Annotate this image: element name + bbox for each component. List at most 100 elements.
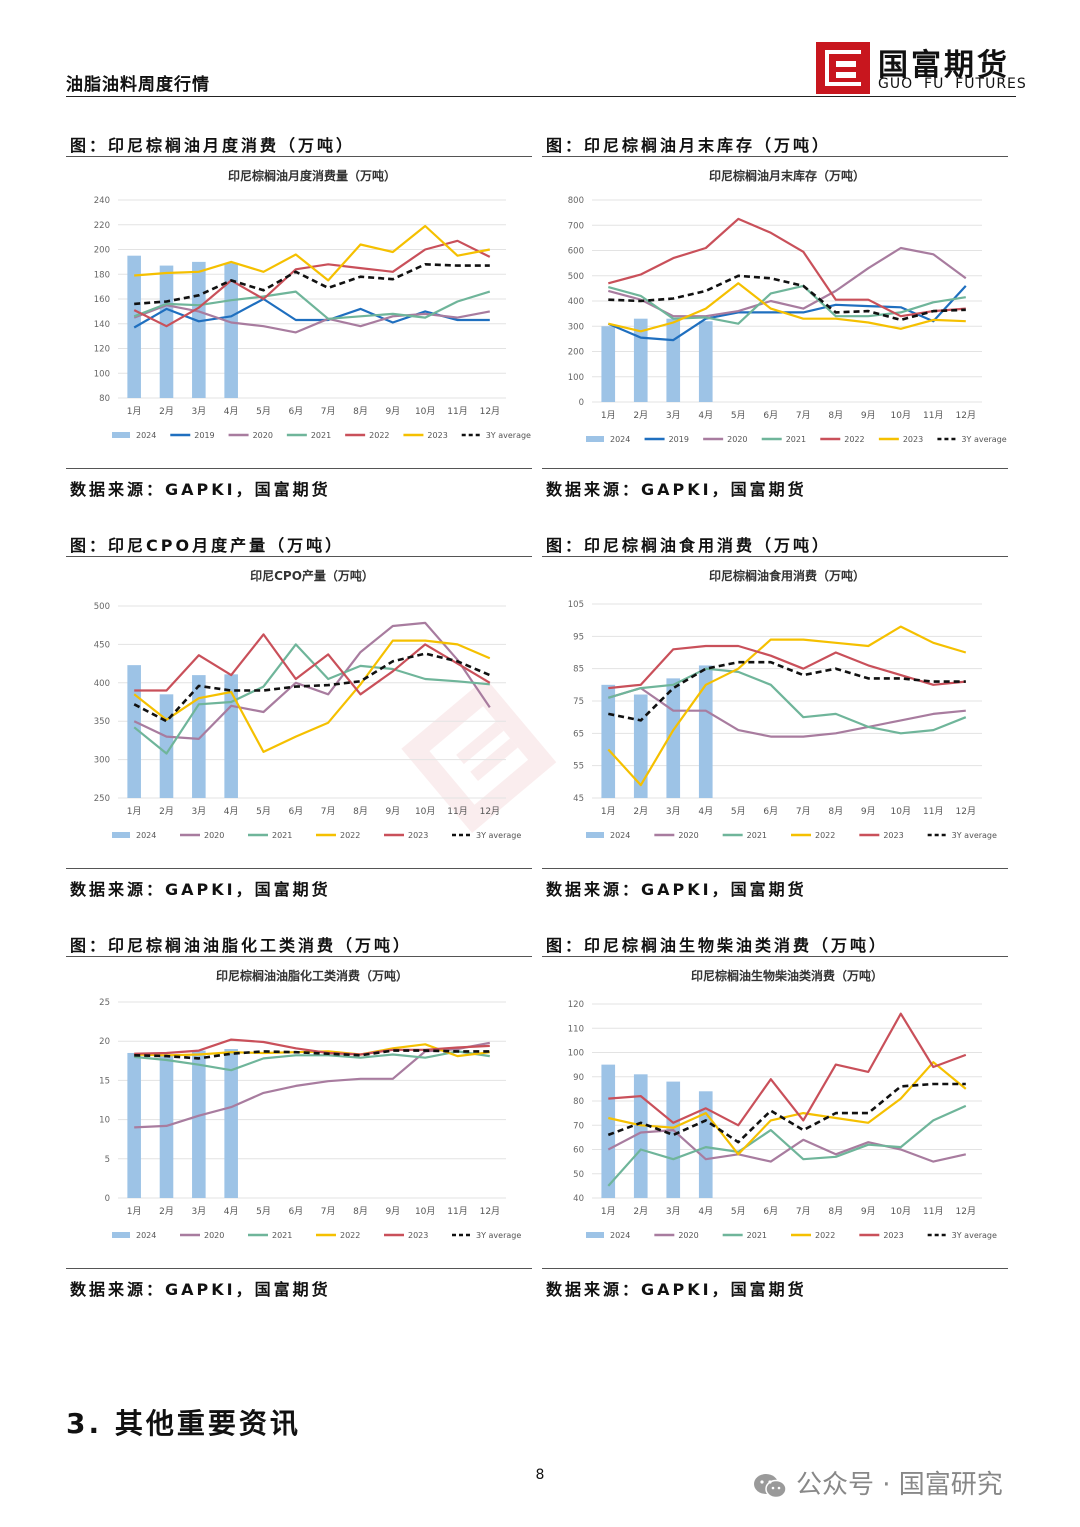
x-tick-label: 12月 <box>956 806 976 817</box>
series-line-2021 <box>133 643 490 755</box>
legend-label: 2023 <box>427 431 447 440</box>
chart-source: 数据来源：GAPKI，国富期货 <box>70 880 331 899</box>
bar-2024 <box>698 665 713 798</box>
chart-biodiesel-consumption: 印尼棕榈油生物柴油类消费（万吨） 40 50 60 70 80 90 100 110 120 1月 2… <box>568 968 997 1240</box>
chart-caption: 图：印尼棕榈油月度消费（万吨） <box>70 136 356 155</box>
series-line-2023 <box>608 282 966 333</box>
y-tick-label: 105 <box>568 600 584 610</box>
y-tick-label: 95 <box>573 632 584 642</box>
x-tick-label: 12月 <box>956 410 976 421</box>
legend-label: 2022 <box>369 431 389 440</box>
x-tick-label: 7月 <box>796 410 811 421</box>
x-tick-label: 4月 <box>698 410 713 421</box>
series-line-2023 <box>134 633 491 696</box>
y-tick-label: 110 <box>568 1024 584 1034</box>
x-tick-label: 8月 <box>828 806 843 817</box>
x-tick-label: 5月 <box>731 1206 746 1217</box>
series-line-3Y-average <box>134 263 490 306</box>
x-tick-label: 6月 <box>288 806 303 817</box>
bar-2024 <box>192 675 206 798</box>
x-tick-label: 9月 <box>385 806 400 817</box>
legend-label: 2022 <box>340 831 360 840</box>
y-tick-label: 250 <box>94 794 110 804</box>
legend-label: 2021 <box>272 1231 292 1240</box>
brand-name-cn: 国富期货 <box>878 48 1010 83</box>
chart-title: 印尼CPO产量（万吨） <box>250 568 374 583</box>
y-tick-label: 220 <box>94 221 110 231</box>
x-tick-label: 9月 <box>861 806 876 817</box>
legend-label: 2021 <box>311 431 331 440</box>
series-line-2021 <box>607 667 967 735</box>
y-tick-label: 80 <box>99 394 110 404</box>
y-tick-label: 180 <box>94 270 110 280</box>
legend-label: 3Y average <box>486 431 531 440</box>
x-tick-label: 8月 <box>353 406 368 417</box>
x-tick-label: 8月 <box>353 806 368 817</box>
series-line-3Y-average <box>608 274 966 322</box>
bar-2024 <box>633 318 648 402</box>
chart-caption: 图：印尼棕榈油食用消费（万吨） <box>546 536 832 555</box>
y-tick-label: 100 <box>568 373 584 383</box>
bar-2024 <box>127 1052 141 1198</box>
brand-logo-mark <box>816 42 870 94</box>
legend-swatch-bar <box>586 436 604 442</box>
header-title: 油脂油料周度行情 <box>66 75 210 95</box>
legend-label: 2020 <box>678 831 698 840</box>
chart-source: 数据来源：GAPKI，国富期货 <box>546 480 807 499</box>
x-tick-label: 6月 <box>763 410 778 421</box>
x-tick-label: 9月 <box>385 406 400 417</box>
legend-label: 2022 <box>815 1231 835 1240</box>
series-line-2022 <box>607 625 967 787</box>
legend-label: 2024 <box>610 831 630 840</box>
series-line-3Y-average <box>607 1082 966 1144</box>
bar-2024 <box>127 665 141 798</box>
legend-swatch-bar <box>112 432 130 438</box>
x-tick-label: 9月 <box>861 1206 876 1217</box>
bar-2024 <box>601 684 616 798</box>
y-tick-label: 200 <box>94 246 110 256</box>
x-tick-label: 7月 <box>796 806 811 817</box>
x-tick-label: 2月 <box>633 410 648 421</box>
x-tick-label: 2月 <box>159 1206 174 1217</box>
chart-source: 数据来源：GAPKI，国富期货 <box>546 1280 807 1299</box>
x-tick-label: 4月 <box>698 1206 713 1217</box>
legend-label: 2023 <box>408 831 428 840</box>
x-tick-label: 5月 <box>256 1206 271 1217</box>
bar-2024 <box>192 261 206 398</box>
x-tick-label: 4月 <box>224 406 239 417</box>
x-tick-label: 10月 <box>415 406 435 417</box>
y-tick-label: 800 <box>568 196 584 206</box>
x-tick-label: 3月 <box>191 1206 206 1217</box>
x-tick-label: 7月 <box>796 1206 811 1217</box>
x-tick-label: 10月 <box>891 1206 911 1217</box>
caption-divider <box>542 156 1008 157</box>
chart-caption: 图：印尼CPO月度产量（万吨） <box>70 536 345 555</box>
x-tick-label: 11月 <box>447 406 467 417</box>
wechat-account-tag: 公众号 · 国富研究 <box>752 1464 1003 1501</box>
x-tick-label: 10月 <box>415 806 435 817</box>
y-tick-label: 100 <box>568 1049 584 1059</box>
legend-label: 3Y average <box>952 1231 997 1240</box>
x-tick-label: 10月 <box>891 806 911 817</box>
series-line-2020 <box>134 1041 491 1129</box>
legend-label: 2021 <box>786 435 806 444</box>
x-tick-label: 12月 <box>956 1206 976 1217</box>
chart-panel-cpo-production: 图：印尼CPO月度产量（万吨） 印尼CPO产量（万吨） 250 300 350 400 4… <box>66 532 532 922</box>
x-tick-label: 3月 <box>191 806 206 817</box>
y-tick-label: 400 <box>94 679 110 689</box>
x-tick-label: 4月 <box>698 806 713 817</box>
y-tick-label: 200 <box>568 348 584 358</box>
series-line-2020 <box>607 687 966 738</box>
chart-source: 数据来源：GAPKI，国富期货 <box>70 1280 331 1299</box>
caption-divider <box>66 556 532 557</box>
legend-label: 2019 <box>669 435 689 444</box>
brand-name-en: GUO FU FUTURES <box>878 76 1027 92</box>
chart-panel-oleochemical-consumption: 图：印尼棕榈油油脂化工类消费（万吨） 印尼棕榈油油脂化工类消费（万吨） 0 5 10 1… <box>66 932 532 1322</box>
y-tick-label: 100 <box>94 369 110 379</box>
series-line-2019 <box>133 297 490 329</box>
bar-2024 <box>601 326 616 402</box>
x-tick-label: 12月 <box>480 1206 500 1217</box>
legend-swatch-bar <box>586 832 604 838</box>
x-tick-label: 11月 <box>923 806 943 817</box>
series-line-2020 <box>607 1129 967 1163</box>
